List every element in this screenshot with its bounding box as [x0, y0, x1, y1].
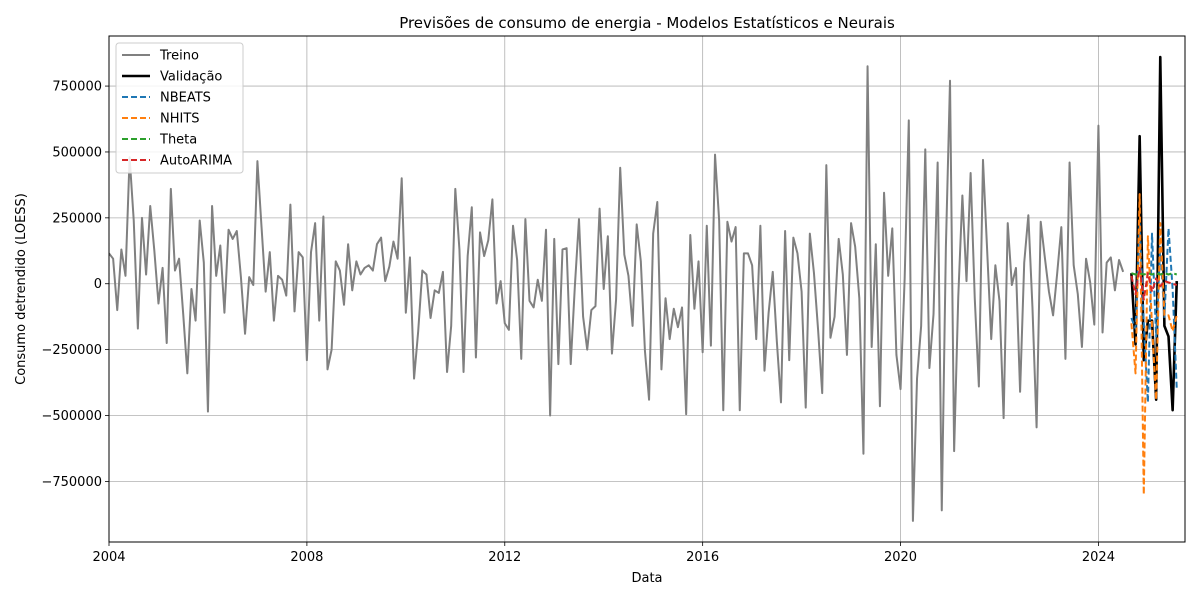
series-line-nhits: [1130, 193, 1178, 496]
legend-label: AutoARIMA: [160, 154, 232, 169]
legend-label: NHITS: [160, 112, 200, 127]
x-tick-label: 2008: [290, 550, 323, 565]
series-layer: [109, 55, 1179, 522]
x-tick-label: 2012: [488, 550, 521, 565]
y-tick-label: 750000: [52, 80, 102, 95]
y-tick-label: 250000: [52, 211, 102, 226]
chart-title: Previsões de consumo de energia - Modelo…: [399, 14, 895, 32]
series-line-treino: [109, 65, 1125, 522]
plot-frame: [108, 35, 1186, 543]
y-tick-label: −500000: [41, 409, 102, 424]
y-tick-label: −750000: [41, 475, 102, 490]
y-tick-label: 0: [94, 277, 102, 292]
ticks: 2004 2008 2012 2016 2020 2024 750000 500000 2500…: [41, 80, 1115, 565]
y-axis-title: Consumo detrendido (LOESS): [14, 193, 29, 385]
legend: Treino Validação NBEATS NHITS Theta AutoARIMA: [115, 42, 244, 174]
x-tick-label: 2016: [686, 550, 719, 565]
x-tick-label: 2024: [1082, 550, 1115, 565]
series-line-autoarima: [1130, 266, 1178, 301]
x-axis-title: Data: [631, 571, 662, 586]
legend-label: Validação: [160, 70, 222, 85]
legend-label: Treino: [159, 49, 199, 64]
x-tick-label: 2004: [92, 550, 125, 565]
x-tick-label: 2020: [884, 550, 917, 565]
y-tick-label: −250000: [41, 343, 102, 358]
series-line-theta: [1131, 272, 1178, 276]
legend-label: NBEATS: [160, 91, 211, 106]
y-tick-label: 500000: [52, 145, 102, 160]
legend-label: Theta: [159, 133, 197, 148]
